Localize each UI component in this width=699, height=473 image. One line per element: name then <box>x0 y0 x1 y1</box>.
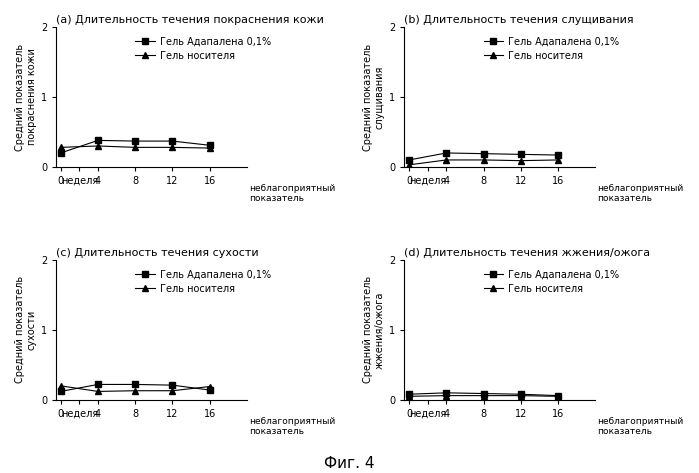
Гель носителя <box>480 393 488 398</box>
Гель носителя <box>442 393 451 398</box>
Гель носителя <box>206 384 214 389</box>
Line: Гель носителя: Гель носителя <box>406 157 561 167</box>
Гель Адапалена 0,1% <box>131 382 139 387</box>
Line: Гель носителя: Гель носителя <box>58 143 212 151</box>
Гель носителя <box>131 145 139 150</box>
Гель Адапалена 0,1% <box>57 389 65 394</box>
Гель Адапалена 0,1% <box>517 391 525 397</box>
Гель носителя <box>57 145 65 150</box>
Legend: Гель Адапалена 0,1%, Гель носителя: Гель Адапалена 0,1%, Гель носителя <box>134 35 273 62</box>
Гель носителя <box>168 388 177 394</box>
Гель носителя <box>57 383 65 389</box>
Гель Адапалена 0,1% <box>131 138 139 144</box>
Гель Адапалена 0,1% <box>480 151 488 157</box>
Legend: Гель Адапалена 0,1%, Гель носителя: Гель Адапалена 0,1%, Гель носителя <box>482 35 621 62</box>
Text: неблагоприятный
показатель: неблагоприятный показатель <box>597 184 684 203</box>
Гель Адапалена 0,1% <box>517 151 525 157</box>
Text: неблагоприятный
показатель: неблагоприятный показатель <box>249 184 335 203</box>
Y-axis label: Средний показатель
сухости: Средний показатель сухости <box>15 276 36 384</box>
Гель носителя <box>517 393 525 398</box>
Гель Адапалена 0,1% <box>94 138 102 143</box>
Y-axis label: Средний показатель
покраснения кожи: Средний показатель покраснения кожи <box>15 44 36 150</box>
Гель носителя <box>554 157 562 163</box>
Гель Адапалена 0,1% <box>405 391 413 397</box>
Гель Адапалена 0,1% <box>57 150 65 156</box>
Гель носителя <box>554 394 562 399</box>
Гель носителя <box>517 158 525 164</box>
Гель Адапалена 0,1% <box>206 142 214 148</box>
Гель Адапалена 0,1% <box>405 157 413 163</box>
Text: (a) Длительность течения покраснения кожи: (a) Длительность течения покраснения кож… <box>56 15 324 25</box>
Гель Адапалена 0,1% <box>442 150 451 156</box>
Text: Фиг. 4: Фиг. 4 <box>324 456 375 471</box>
Гель носителя <box>442 157 451 163</box>
Гель Адапалена 0,1% <box>168 138 177 144</box>
Гель Адапалена 0,1% <box>480 391 488 396</box>
Гель Адапалена 0,1% <box>554 393 562 398</box>
Line: Гель Адапалена 0,1%: Гель Адапалена 0,1% <box>58 382 212 394</box>
Гель носителя <box>206 145 214 151</box>
Гель Адапалена 0,1% <box>94 382 102 387</box>
Text: (b) Длительность течения слущивания: (b) Длительность течения слущивания <box>405 15 634 25</box>
Line: Гель Адапалена 0,1%: Гель Адапалена 0,1% <box>406 150 561 163</box>
Гель носителя <box>405 162 413 168</box>
Line: Гель Адапалена 0,1%: Гель Адапалена 0,1% <box>406 390 561 398</box>
Гель Адапалена 0,1% <box>206 387 214 393</box>
Гель Адапалена 0,1% <box>168 382 177 388</box>
Legend: Гель Адапалена 0,1%, Гель носителя: Гель Адапалена 0,1%, Гель носителя <box>482 268 621 296</box>
Line: Гель носителя: Гель носителя <box>58 383 212 394</box>
Line: Гель носителя: Гель носителя <box>406 393 561 399</box>
Line: Гель Адапалена 0,1%: Гель Адапалена 0,1% <box>58 138 212 156</box>
Гель Адапалена 0,1% <box>442 390 451 395</box>
Text: неблагоприятный
показатель: неблагоприятный показатель <box>597 417 684 436</box>
Legend: Гель Адапалена 0,1%, Гель носителя: Гель Адапалена 0,1%, Гель носителя <box>134 268 273 296</box>
Text: неблагоприятный
показатель: неблагоприятный показатель <box>249 417 335 436</box>
Гель носителя <box>94 389 102 394</box>
Y-axis label: Средний показатель
слущивания: Средний показатель слущивания <box>363 44 385 150</box>
Гель носителя <box>168 145 177 150</box>
Гель носителя <box>94 143 102 149</box>
Text: (c) Длительность течения сухости: (c) Длительность течения сухости <box>56 248 259 258</box>
Гель носителя <box>405 394 413 399</box>
Y-axis label: Средний показатель
жжения/ожога: Средний показатель жжения/ожога <box>363 276 385 384</box>
Гель Адапалена 0,1% <box>554 152 562 158</box>
Text: (d) Длительность течения жжения/ожога: (d) Длительность течения жжения/ожога <box>405 248 651 258</box>
Гель носителя <box>480 157 488 163</box>
Гель носителя <box>131 388 139 394</box>
